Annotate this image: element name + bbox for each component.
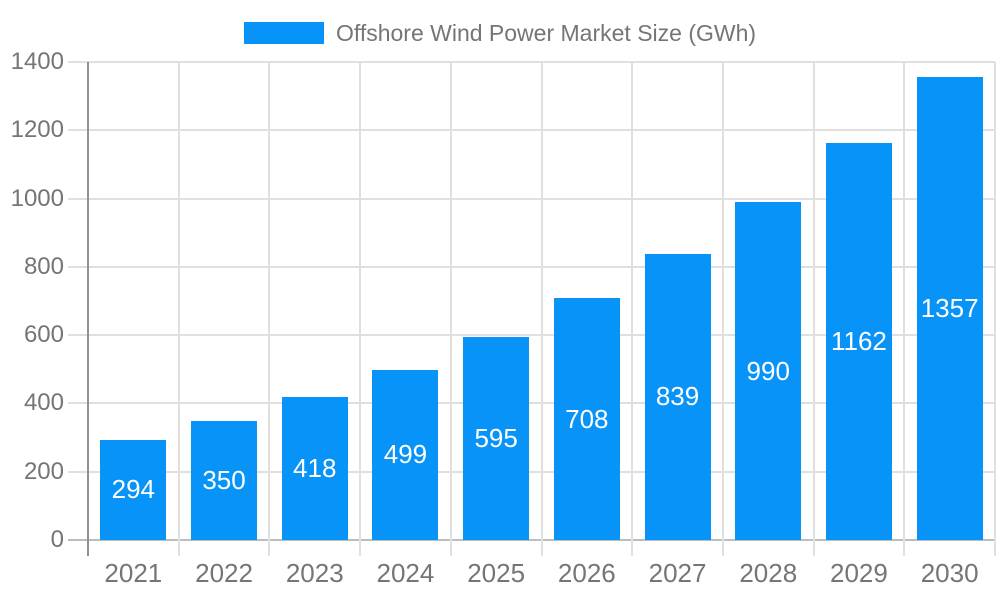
bar-value-label: 294: [111, 474, 156, 505]
gridline-y-800: [68, 265, 995, 268]
bar-value-label: 1357: [920, 292, 979, 323]
bar-2022: 350: [191, 420, 258, 540]
bar-2024: 499: [372, 369, 439, 540]
gridline-y-1000: [68, 197, 995, 200]
x-axis-tick-label: 2021: [104, 558, 163, 588]
y-axis-tick-label: 200: [23, 457, 64, 485]
y-axis-line: [87, 62, 89, 556]
gridline-y-400: [68, 402, 995, 405]
bar-2025: 595: [463, 336, 530, 540]
x-axis-tick-label: 2023: [285, 558, 344, 588]
bar-2021: 294: [100, 439, 167, 540]
bar-value-label: 839: [655, 381, 700, 412]
bar-value-label: 990: [746, 355, 790, 386]
bar-2026: 708: [553, 298, 620, 540]
y-axis-tick-label: 1000: [10, 184, 64, 212]
gridline-x-boundary: [449, 62, 452, 556]
bar-2028: 990: [735, 202, 802, 540]
gridline-x-boundary: [631, 62, 634, 556]
x-axis-tick-label: 2025: [467, 558, 526, 588]
y-axis-tick-label: 1200: [10, 116, 64, 144]
x-axis-tick-label: 2026: [557, 558, 616, 588]
bar-2029: 1162: [825, 143, 892, 540]
gridline-x-boundary: [540, 62, 543, 556]
chart-legend: Offshore Wind Power Market Size (GWh): [0, 14, 1000, 52]
gridline-x-boundary: [359, 62, 362, 556]
bar-2027: 839: [644, 253, 711, 540]
gridline-y-0: [68, 539, 995, 541]
x-axis-tick-label: 2024: [376, 558, 435, 588]
x-axis-tick-label: 2028: [739, 558, 798, 588]
gridline-x-boundary: [903, 62, 906, 556]
gridline-x-boundary: [721, 62, 724, 556]
bar-value-label: 595: [474, 422, 518, 453]
bar-value-label: 708: [565, 403, 609, 434]
gridline-x-boundary: [812, 62, 815, 556]
x-axis-tick-label: 2027: [648, 558, 707, 588]
gridline-x-boundary: [177, 62, 180, 556]
y-axis-tick-label: 0: [50, 526, 64, 553]
x-axis-tick-label: 2030: [920, 558, 979, 588]
gridline-x-boundary: [994, 62, 996, 556]
bar-2023: 418: [281, 397, 348, 540]
y-axis-tick-label: 800: [23, 252, 64, 280]
gridline-y-1200: [68, 129, 995, 132]
gridline-x-boundary: [268, 62, 271, 556]
y-axis-tick-label: 600: [23, 321, 64, 349]
legend-color-swatch: [243, 22, 324, 44]
bar-value-label: 350: [202, 464, 246, 495]
x-axis-tick-label: 2029: [830, 558, 888, 588]
legend-label: Offshore Wind Power Market Size (GWh): [335, 19, 757, 46]
y-axis-tick-label: 1400: [10, 48, 64, 75]
bar-value-label: 1162: [830, 326, 887, 357]
y-axis-tick-label: 400: [23, 389, 64, 417]
gridline-y-600: [68, 334, 995, 337]
bar-2030: 1357: [916, 76, 983, 540]
x-axis-tick-label: 2022: [195, 558, 253, 588]
plot-area: 0 200 400 600 800 1000 1200 1400 294 2021 350 2022 4…: [11, 49, 996, 588]
bar-value-label: 418: [293, 453, 337, 484]
bar-value-label: 499: [383, 439, 428, 470]
gridline-y-200: [68, 470, 995, 473]
gridline-y-1400: [68, 61, 995, 63]
